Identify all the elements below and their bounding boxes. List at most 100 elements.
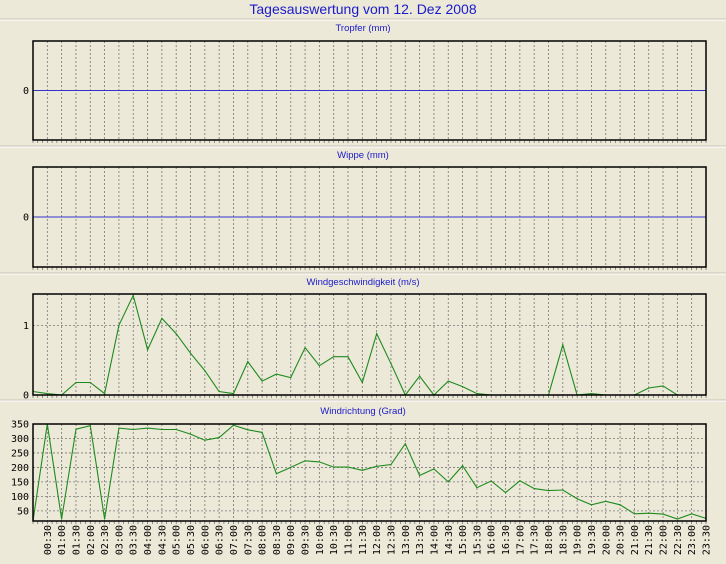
x-tick-label: 18:00 — [544, 525, 555, 555]
x-tick-label: 09:00 — [286, 525, 297, 555]
x-tick-label: 04:30 — [157, 525, 168, 555]
data-point — [204, 370, 206, 372]
x-tick-label: 01:00 — [57, 525, 68, 555]
x-tick-label: 00:30 — [43, 525, 54, 555]
main-title: Tagesauswertung vom 12. Dez 2008 — [249, 1, 477, 17]
plot-frame — [32, 166, 707, 268]
x-tick-label: 10:30 — [329, 525, 340, 555]
x-tick-label: 12:00 — [372, 525, 383, 555]
data-point — [161, 317, 163, 319]
data-point — [605, 500, 607, 502]
x-tick-label: 08:30 — [272, 525, 283, 555]
x-tick-label: 05:30 — [186, 525, 197, 555]
data-point — [161, 428, 163, 431]
data-point — [476, 393, 478, 395]
data-point — [504, 492, 507, 494]
data-point — [648, 512, 650, 514]
data-point — [247, 360, 249, 363]
x-tick-label: 12:30 — [386, 525, 397, 555]
chart-panel-2: Wippe (mm) 0 — [0, 145, 726, 270]
x-tick-label: 06:00 — [200, 525, 211, 555]
data-point — [676, 518, 678, 520]
y-tick-label: 150 — [11, 477, 29, 488]
y-tick-label: 250 — [11, 448, 29, 459]
x-tick-label: 23:00 — [687, 525, 698, 555]
data-point — [75, 381, 77, 384]
data-point — [261, 431, 263, 433]
data-point — [590, 504, 593, 506]
x-tick-label: 15:00 — [458, 525, 469, 555]
x-tick-label: 20:00 — [601, 525, 612, 555]
x-tick-label: 14:30 — [444, 525, 455, 555]
data-point — [118, 324, 120, 326]
data-point — [461, 465, 464, 467]
data-point — [662, 385, 664, 387]
x-tick-label: 19:30 — [587, 525, 598, 555]
data-point — [275, 373, 278, 375]
y-tick-label: 100 — [11, 492, 29, 503]
data-point — [461, 386, 464, 388]
data-point — [46, 393, 48, 395]
data-point — [390, 363, 392, 365]
series-line — [32, 423, 707, 522]
x-tick-label: 15:30 — [472, 525, 483, 555]
plot-frame — [32, 293, 707, 396]
chart-title: Windrichtung (Grad) — [320, 406, 406, 417]
data-point — [232, 393, 235, 395]
y-tick-label: 0 — [23, 391, 29, 402]
data-point — [275, 473, 278, 475]
data-point — [247, 429, 249, 431]
data-point — [218, 437, 220, 439]
data-point — [304, 347, 306, 349]
data-point — [490, 480, 492, 482]
data-point — [204, 439, 206, 441]
data-point — [304, 460, 306, 462]
data-point — [175, 333, 177, 335]
data-point — [419, 375, 421, 377]
x-tick-label: 17:00 — [515, 525, 526, 555]
data-point — [662, 513, 664, 515]
data-point — [476, 487, 478, 489]
data-point — [347, 466, 349, 468]
x-tick-label: 07:00 — [229, 525, 240, 555]
data-point — [633, 513, 636, 515]
x-tick-label: 23:30 — [702, 525, 713, 555]
data-point — [419, 474, 421, 477]
x-tick-label: 21:00 — [630, 525, 641, 555]
x-tick-label: 09:30 — [301, 525, 312, 555]
data-point — [118, 427, 120, 429]
data-point — [232, 424, 235, 426]
x-tick-label: 04:00 — [143, 525, 154, 555]
y-tick-label: 1 — [23, 321, 29, 332]
data-point — [390, 463, 392, 466]
x-tick-label: 13:00 — [401, 525, 412, 555]
data-point — [361, 469, 363, 471]
data-point — [146, 349, 149, 351]
data-point — [318, 461, 320, 463]
x-tick-label: 07:30 — [243, 525, 254, 555]
data-point — [619, 504, 621, 506]
x-tick-label: 14:00 — [429, 525, 440, 555]
x-tick-label: 06:30 — [215, 525, 226, 555]
data-point — [533, 487, 535, 490]
series-line — [32, 293, 706, 397]
data-point — [519, 480, 521, 482]
data-point — [89, 381, 91, 384]
x-tick-label: 05:00 — [172, 525, 183, 555]
data-point — [261, 380, 263, 382]
data-point — [333, 356, 335, 358]
data-point — [218, 390, 220, 393]
data-point — [132, 428, 134, 431]
plot-frame — [32, 40, 707, 141]
data-point — [376, 333, 378, 335]
data-point — [290, 376, 292, 379]
y-tick-label: 50 — [17, 506, 29, 517]
data-point — [562, 344, 564, 346]
chart-panel-4: Windrichtung (Grad) 50 100 150 200 250 300 350 0… — [0, 399, 726, 555]
x-tick-label: 13:30 — [415, 525, 426, 555]
data-point — [576, 498, 578, 500]
y-tick-label: 0 — [23, 213, 29, 224]
data-point — [146, 427, 149, 429]
